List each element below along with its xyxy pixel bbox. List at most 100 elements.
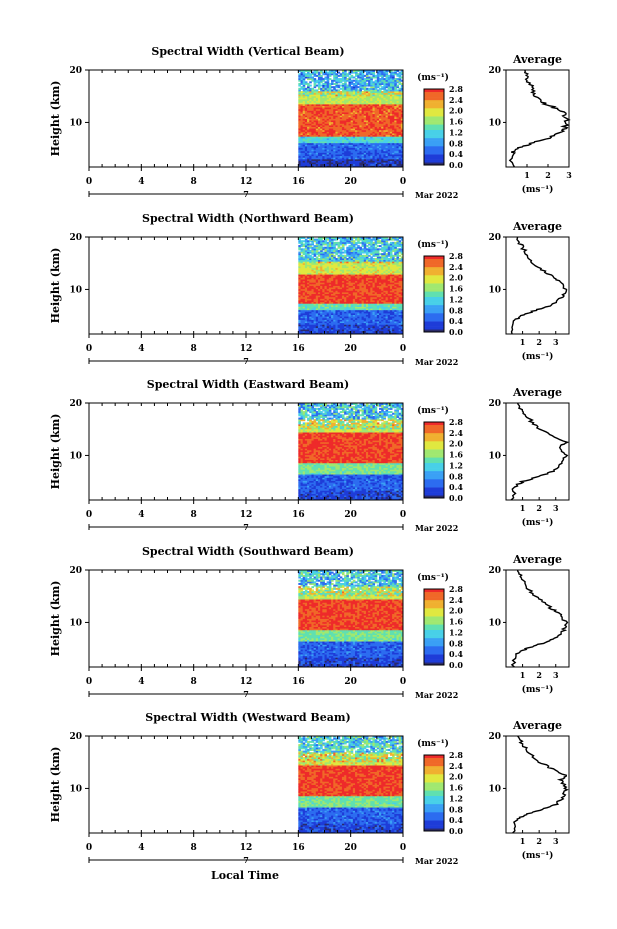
heatmap-cell xyxy=(304,155,308,158)
colorbar-segment xyxy=(424,154,444,158)
heatmap-cell xyxy=(348,160,352,163)
heatmap-cell xyxy=(363,152,367,155)
heatmap-cell xyxy=(344,157,347,160)
heatmap-cell xyxy=(400,144,404,147)
heatmap-cell xyxy=(357,157,360,160)
heatmap-cell xyxy=(396,145,400,148)
heatmap-cell xyxy=(307,137,310,140)
heatmap-cell xyxy=(374,157,378,160)
heatmap-cell xyxy=(376,139,380,142)
heatmap-cell xyxy=(298,158,301,161)
heatmap-cell xyxy=(392,136,395,139)
heatmap-cell xyxy=(313,137,317,140)
heatmap-cell xyxy=(355,158,358,161)
heatmap-cell xyxy=(337,147,341,150)
colorbar-tick-label: 1.6 xyxy=(449,117,463,127)
heatmap-cell xyxy=(400,155,404,158)
heatmap-cell xyxy=(372,142,376,145)
heatmap-cell xyxy=(361,152,365,155)
heatmap-cell xyxy=(363,145,367,148)
heatmap-cell xyxy=(394,157,397,160)
heatmap-cell xyxy=(350,163,354,166)
heatmap-cell xyxy=(344,137,347,140)
heatmap-cell xyxy=(372,149,376,152)
heatmap-cell xyxy=(331,157,334,160)
heatmap-cell xyxy=(341,142,345,145)
heatmap-cell xyxy=(298,144,301,147)
heatmap-cell xyxy=(363,150,367,153)
heatmap-cell xyxy=(357,145,360,148)
heatmap-cell xyxy=(331,165,334,168)
heatmap-cell xyxy=(385,150,389,153)
heatmap-cell xyxy=(320,157,323,160)
heatmap-cell xyxy=(331,136,334,139)
heatmap-cell xyxy=(361,155,365,158)
heatmap-cell xyxy=(392,147,395,150)
heatmap-cell xyxy=(383,154,386,157)
heatmap-cell xyxy=(352,136,356,139)
heatmap-cell xyxy=(389,158,393,161)
colorbar-segment xyxy=(424,148,444,152)
heatmap-cell xyxy=(361,142,365,145)
heatmap-cell xyxy=(317,147,321,150)
heatmap-cell xyxy=(361,141,365,144)
heatmap-cell xyxy=(357,158,360,161)
heatmap-cell xyxy=(341,145,345,148)
heatmap-cell xyxy=(381,147,384,150)
heatmap-cell xyxy=(370,139,373,142)
heatmap-cell xyxy=(328,150,332,153)
heatmap-cell xyxy=(396,158,400,161)
heatmap-cell xyxy=(374,141,378,144)
heatmap-cell xyxy=(328,137,332,140)
heatmap-cell xyxy=(387,162,391,165)
heatmap-cell xyxy=(374,165,378,168)
heatmap-cell xyxy=(307,162,310,165)
heatmap-cell xyxy=(396,139,400,142)
heatmap-cell xyxy=(317,141,321,144)
heatmap-cell xyxy=(298,134,301,137)
heatmap-cell xyxy=(337,134,341,137)
colorbar-tick-label: 2.0 xyxy=(449,106,463,116)
heatmap-cell xyxy=(363,162,367,165)
heatmap-cell xyxy=(368,152,371,155)
heatmap-cell xyxy=(370,158,373,161)
heatmap-cell xyxy=(352,158,356,161)
heatmap-cell xyxy=(381,155,384,158)
heatmap-cell xyxy=(374,136,378,139)
heatmap-cell xyxy=(400,136,404,139)
heatmap-cell xyxy=(335,139,338,142)
heatmap-cell xyxy=(320,163,323,166)
colorbar-segment xyxy=(424,159,444,163)
heatmap-cell xyxy=(400,141,404,144)
heatmap-cell xyxy=(355,139,358,142)
heatmap-cell xyxy=(320,160,323,163)
heatmap-cell xyxy=(370,160,373,163)
heatmap-cell xyxy=(352,139,356,142)
heatmap-cell xyxy=(302,157,306,160)
heatmap-cell xyxy=(331,152,334,155)
heatmap-cell xyxy=(298,149,301,152)
heatmap-cell xyxy=(398,141,402,144)
heatmap-cell xyxy=(383,142,386,145)
heatmap-cell xyxy=(333,134,336,137)
heatmap-cell xyxy=(322,158,325,161)
heatmap-cell xyxy=(394,150,397,153)
heatmap-cell xyxy=(363,141,367,144)
heatmap-cell xyxy=(311,163,314,166)
heatmap-cell xyxy=(302,144,306,147)
heatmap-cell xyxy=(298,162,301,165)
heatmap-cell xyxy=(309,134,312,137)
heatmap-cell xyxy=(322,150,325,153)
heatmap-cell xyxy=(389,162,393,165)
heatmap-cell xyxy=(348,165,352,168)
heatmap-cell xyxy=(350,144,354,147)
heatmap-cell xyxy=(352,144,356,147)
heatmap-cell xyxy=(326,163,330,166)
heatmap-cell xyxy=(322,136,325,139)
heatmap-cell xyxy=(311,150,314,153)
heatmap-cell xyxy=(348,141,352,144)
heatmap-cell xyxy=(298,155,301,158)
heatmap-cell xyxy=(361,137,365,140)
heatmap-cell xyxy=(372,139,376,142)
heatmap-cell xyxy=(309,152,312,155)
